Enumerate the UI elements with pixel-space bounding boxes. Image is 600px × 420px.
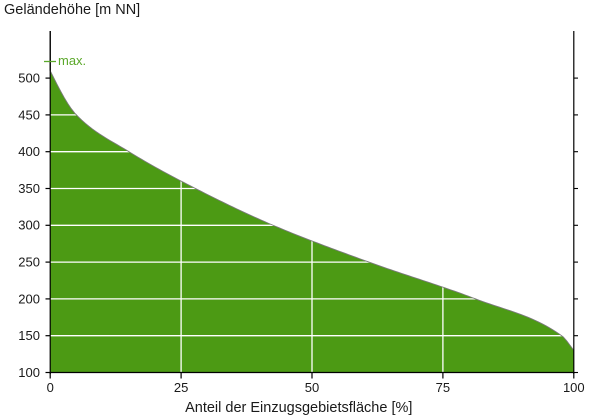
svg-text:75: 75: [436, 380, 450, 395]
svg-text:Anteil der Einzugsgebietsfläch: Anteil der Einzugsgebietsfläche [%]: [185, 400, 412, 416]
svg-text:150: 150: [18, 328, 40, 343]
svg-text:Geländehöhe [m NN]: Geländehöhe [m NN]: [4, 2, 140, 18]
svg-text:100: 100: [563, 380, 585, 395]
svg-text:100: 100: [18, 365, 40, 380]
svg-text:500: 500: [18, 71, 40, 86]
svg-text:25: 25: [174, 380, 188, 395]
svg-text:250: 250: [18, 255, 40, 270]
svg-text:0: 0: [47, 380, 54, 395]
svg-text:max.: max.: [58, 53, 86, 68]
svg-text:200: 200: [18, 291, 40, 306]
svg-text:400: 400: [18, 144, 40, 159]
svg-text:350: 350: [18, 181, 40, 196]
svg-text:450: 450: [18, 107, 40, 122]
svg-text:300: 300: [18, 218, 40, 233]
svg-text:50: 50: [305, 380, 319, 395]
